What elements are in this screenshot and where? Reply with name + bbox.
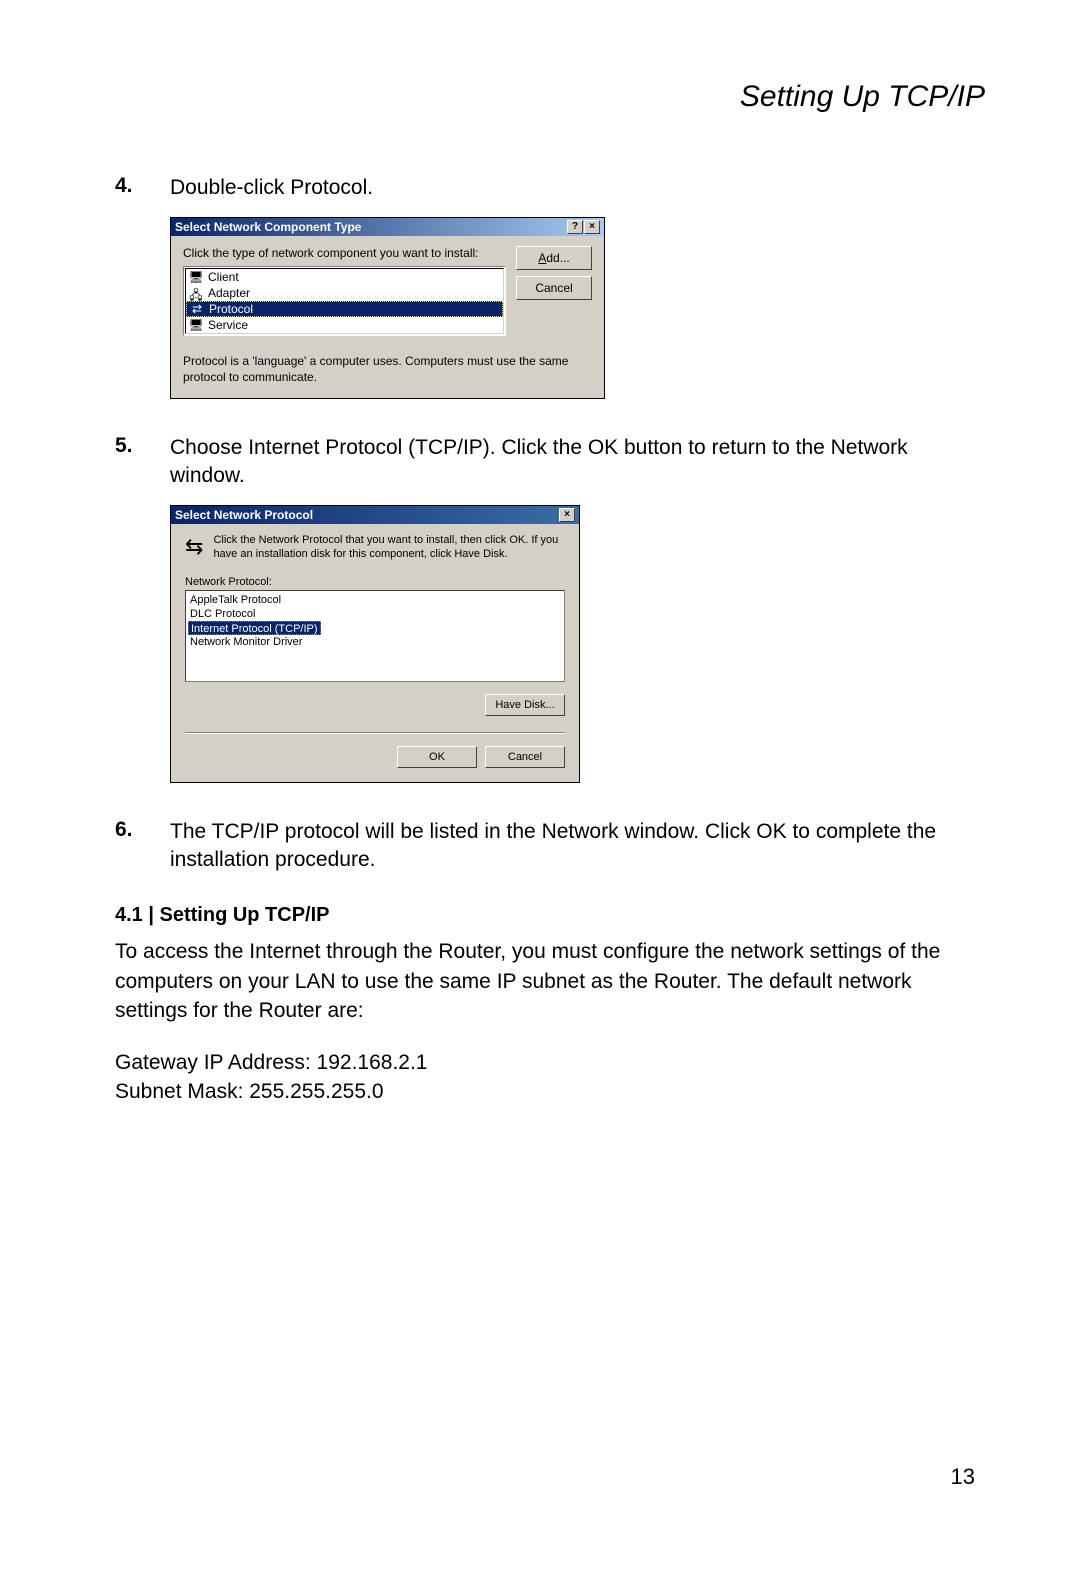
protocol-list-label: Network Protocol: — [185, 576, 565, 588]
dialog-titlebar: Select Network Component Type ? × — [171, 218, 604, 236]
have-disk-button[interactable]: Have Disk... — [485, 694, 565, 716]
section-title: 4.1 | Setting Up TCP/IP — [115, 904, 985, 927]
list-item-label: Adapter — [208, 286, 250, 300]
ok-button[interactable]: OK — [397, 746, 477, 768]
step-number: 6. — [115, 818, 170, 875]
protocol-icon: ⇄ — [189, 302, 205, 316]
step-text: The TCP/IP protocol will be listed in th… — [170, 818, 985, 875]
step-4: 4. Double-click Protocol. — [115, 174, 985, 202]
page-number: 13 — [951, 1464, 975, 1490]
dialog-title: Select Network Protocol — [175, 508, 313, 522]
list-item-label: Client — [208, 270, 239, 284]
protocol-item-appletalk[interactable]: AppleTalk Protocol — [188, 593, 562, 607]
service-icon: 🖥 — [188, 318, 204, 332]
select-component-dialog: Select Network Component Type ? × Click … — [170, 217, 605, 398]
page-header: Setting Up TCP/IP — [115, 80, 985, 114]
list-item-client[interactable]: 🖥 Client — [186, 269, 503, 285]
close-button[interactable]: × — [559, 508, 575, 522]
cancel-button[interactable]: Cancel — [485, 746, 565, 768]
protocol-listbox[interactable]: AppleTalk Protocol DLC Protocol Internet… — [185, 590, 565, 682]
component-listbox[interactable]: 🖥 Client 🖧 Adapter ⇄ Protocol — [183, 266, 506, 336]
list-item-adapter[interactable]: 🖧 Adapter — [186, 285, 503, 301]
dialog-title: Select Network Component Type — [175, 220, 361, 234]
protocol-item-tcpip[interactable]: Internet Protocol (TCP/IP) — [188, 621, 321, 635]
step-6: 6. The TCP/IP protocol will be listed in… — [115, 818, 985, 875]
list-item-protocol[interactable]: ⇄ Protocol — [186, 301, 503, 317]
list-item-service[interactable]: 🖥 Service — [186, 317, 503, 333]
help-button[interactable]: ? — [567, 220, 583, 234]
step-number: 4. — [115, 174, 170, 202]
protocol-item-dlc[interactable]: DLC Protocol — [188, 607, 562, 621]
list-item-label: Service — [208, 318, 248, 332]
step-5: 5. Choose Internet Protocol (TCP/IP). Cl… — [115, 434, 985, 491]
cancel-button[interactable]: Cancel — [516, 276, 592, 300]
section-paragraph: To access the Internet through the Route… — [115, 937, 985, 1025]
dialog-message: Click the Network Protocol that you want… — [213, 534, 565, 562]
step-number: 5. — [115, 434, 170, 491]
step-text: Double-click Protocol. — [170, 174, 373, 202]
protocol-item-monitor[interactable]: Network Monitor Driver — [188, 635, 562, 649]
list-item-label: Protocol — [209, 302, 253, 316]
divider — [185, 732, 565, 734]
add-button[interactable]: Add... — [516, 246, 592, 270]
close-button[interactable]: × — [584, 220, 600, 234]
subnet-line: Subnet Mask: 255.255.255.0 — [115, 1080, 384, 1103]
dialog-instruction: Click the type of network component you … — [183, 246, 506, 260]
dialog-titlebar: Select Network Protocol × — [171, 506, 579, 524]
protocol-dialog-icon: ⇆ — [185, 534, 203, 562]
step-text: Choose Internet Protocol (TCP/IP). Click… — [170, 434, 985, 491]
select-protocol-dialog: Select Network Protocol × ⇆ Click the Ne… — [170, 505, 580, 783]
adapter-icon: 🖧 — [188, 286, 204, 300]
component-description: Protocol is a 'language' a computer uses… — [183, 354, 592, 385]
gateway-line: Gateway IP Address: 192.168.2.1 — [115, 1051, 428, 1074]
network-settings: Gateway IP Address: 192.168.2.1 Subnet M… — [115, 1048, 985, 1107]
client-icon: 🖥 — [188, 270, 204, 284]
